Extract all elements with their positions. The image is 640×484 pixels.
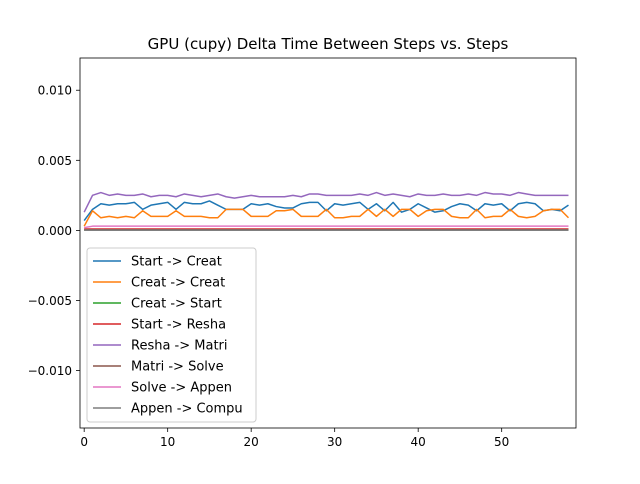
- series-line-1: [83, 200, 569, 222]
- x-tick-label: 10: [160, 435, 175, 449]
- legend-label: Start -> Creat: [131, 255, 222, 270]
- y-tick-label: 0.010: [38, 84, 72, 98]
- y-tick-label: 0.005: [38, 154, 72, 168]
- series-lines: [83, 191, 570, 231]
- legend-label: Start -> Resha: [131, 318, 226, 333]
- y-tick-label: 0.000: [38, 224, 72, 238]
- plot-frame: [79, 57, 577, 429]
- x-tick-label: 30: [327, 435, 342, 449]
- legend-label: Creat -> Start: [131, 297, 222, 312]
- legend-box: [86, 247, 257, 423]
- legend-label: Matri -> Solve: [131, 360, 224, 375]
- x-tick-label: 0: [80, 435, 88, 449]
- legend-label: Creat -> Creat: [131, 276, 225, 291]
- x-tick-label: 50: [494, 435, 509, 449]
- chart-title: GPU (cupy) Delta Time Between Steps vs. …: [148, 35, 509, 53]
- y-tick-label: −0.005: [28, 294, 72, 308]
- axes-frame: [79, 57, 577, 429]
- series-line-5: [83, 191, 569, 213]
- series-line-7: [84, 225, 569, 229]
- legend-label: Appen -> Compu: [131, 402, 243, 417]
- y-tick-label: −0.010: [28, 364, 72, 378]
- legend: Start -> Creat Creat -> Creat Creat -> Sta…: [86, 247, 257, 423]
- x-tick-label: 20: [244, 435, 259, 449]
- x-tick-label: 40: [411, 435, 426, 449]
- legend-label: Resha -> Matri: [131, 339, 228, 354]
- legend-label: Solve -> Appen: [131, 381, 232, 396]
- axes: 0 10 20 30 40 50 0.010 0.005 0.000 −0.005 −0.010: [28, 84, 510, 449]
- series-line-2: [83, 208, 570, 227]
